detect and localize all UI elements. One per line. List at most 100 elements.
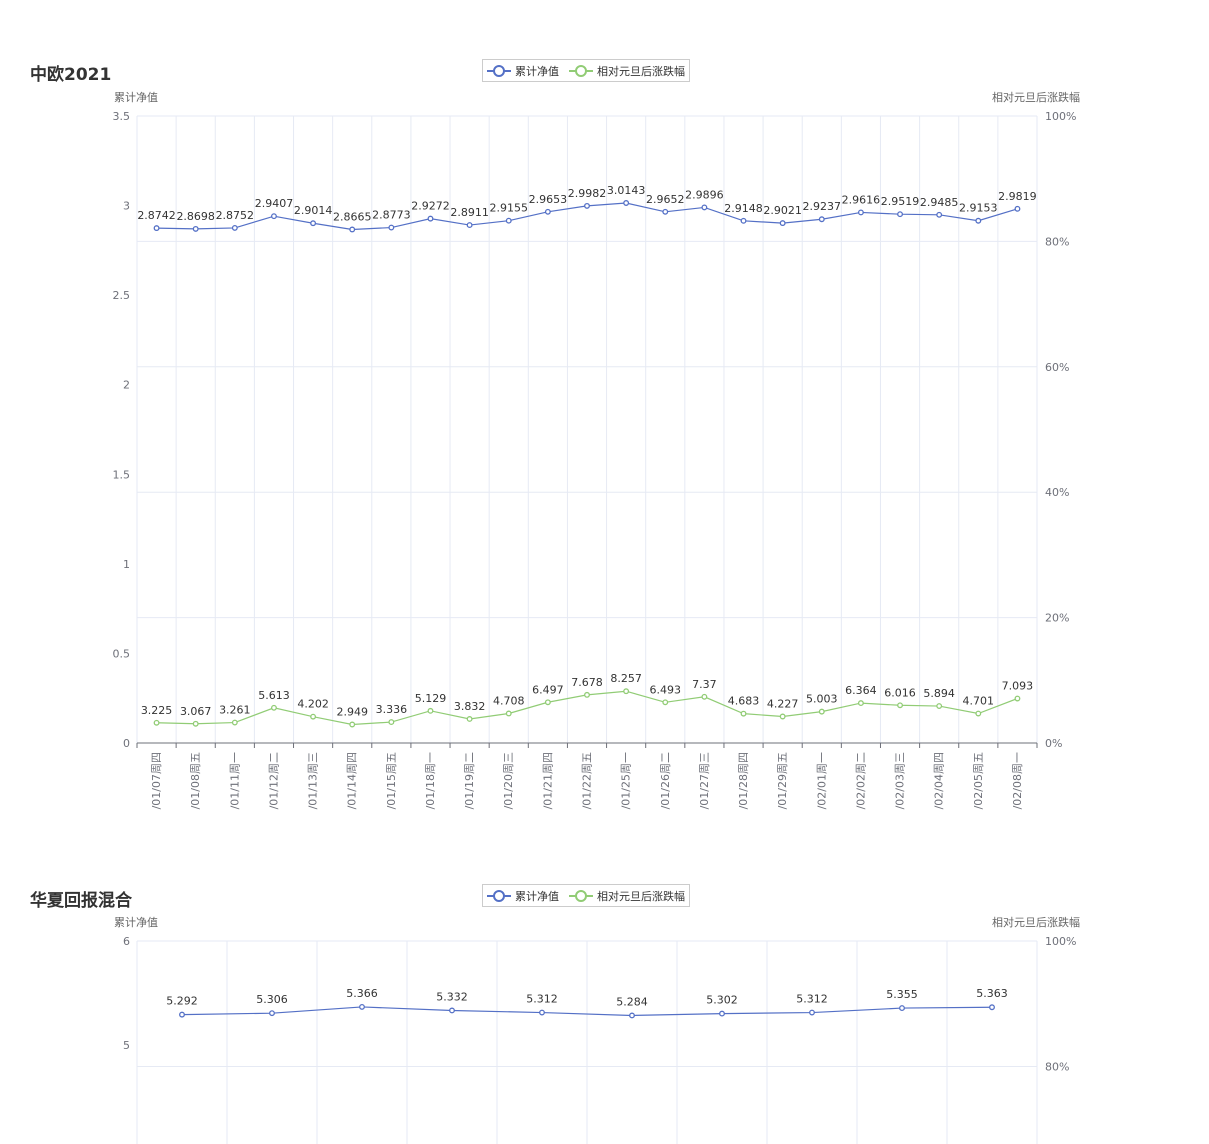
y-tick-right: 60%	[1045, 361, 1069, 374]
data-label: 6.497	[532, 683, 564, 696]
data-label: 2.8665	[333, 210, 372, 223]
data-point	[701, 693, 708, 700]
data-label: 3.0143	[607, 184, 646, 197]
data-label: 5.355	[886, 988, 918, 1001]
x-tick-label: /01/12周二	[267, 752, 280, 809]
y-tick-left: 1.5	[113, 468, 131, 481]
data-label: 2.9021	[763, 204, 802, 217]
data-point	[466, 222, 473, 229]
data-point	[1014, 205, 1021, 212]
chart-title: 华夏回报混合	[30, 891, 132, 911]
data-label: 5.292	[166, 995, 198, 1008]
series-line	[181, 1006, 993, 1017]
data-point	[388, 224, 395, 231]
data-point	[310, 713, 317, 720]
data-point	[975, 217, 982, 224]
legend-line-marker-icon	[569, 64, 593, 77]
data-label: 3.832	[454, 700, 486, 713]
x-tick-label: /01/11周一	[228, 752, 241, 809]
chart-legend[interactable]: 累计净值 相对元旦后涨跌幅	[482, 884, 690, 907]
data-point	[857, 700, 864, 707]
data-point	[584, 691, 590, 698]
data-label: 6.364	[845, 684, 877, 697]
data-label: 5.332	[436, 990, 468, 1003]
data-label: 2.9153	[959, 202, 998, 215]
y-tick-left: 1	[123, 558, 130, 571]
data-point	[388, 719, 395, 726]
data-point	[779, 220, 786, 227]
data-label: 7.37	[692, 678, 717, 691]
data-point	[505, 710, 512, 717]
chart-legend[interactable]: 累计净值 相对元旦后涨跌幅	[482, 59, 690, 82]
data-point	[310, 220, 317, 227]
data-point	[349, 721, 356, 728]
data-point	[544, 208, 551, 215]
x-tick-label: /02/08周一	[1011, 752, 1024, 809]
y-tick-left: 3	[123, 200, 130, 213]
legend-label: 相对元旦后涨跌幅	[597, 64, 685, 78]
x-tick-label: /02/03周三	[894, 752, 907, 809]
data-label: 7.678	[571, 676, 603, 689]
y-tick-left: 0	[123, 737, 130, 750]
legend-line-marker-icon	[569, 889, 593, 902]
legend-item-nav[interactable]: 累计净值	[487, 888, 559, 904]
data-label: 5.363	[976, 987, 1008, 1000]
data-point	[466, 716, 473, 722]
x-tick-label: /01/27周三	[698, 752, 711, 809]
data-label: 2.8773	[372, 209, 411, 222]
x-tick-label: /01/26周二	[659, 752, 672, 809]
data-point	[662, 208, 669, 215]
data-label: 5.366	[346, 987, 378, 1000]
y-axis-left-name: 累计净值	[114, 916, 158, 929]
data-label: 2.8742	[137, 209, 176, 222]
x-tick-label: /02/05周五	[972, 752, 985, 809]
chart-title: 中欧2021	[30, 65, 112, 85]
data-point	[818, 708, 825, 715]
data-point	[192, 225, 199, 232]
data-point	[427, 707, 434, 714]
chart-plot-1: 0 0.5 1 1.5 2 2.5 3 3.5 0% 20% 40% 60% 80% 100% /01/07…	[113, 110, 1077, 809]
legend-item-pct[interactable]: 相对元旦后涨跌幅	[569, 63, 685, 79]
x-tick-label: /01/21周四	[541, 752, 554, 809]
y-tick-left: 3.5	[113, 110, 131, 123]
data-point	[349, 226, 356, 233]
data-point	[271, 213, 277, 220]
x-tick-label: /02/01周一	[815, 752, 828, 809]
data-point	[544, 699, 551, 706]
x-tick-label: /01/22周五	[581, 752, 594, 809]
data-label: 5.129	[415, 692, 447, 705]
data-label: 2.9819	[998, 190, 1037, 203]
chart-panel-2: 华夏回报混合 累计净值 相对元旦后涨跌幅 累计净值 相对元旦后涨跌幅 6 5 100…	[0, 840, 1209, 1144]
data-label: 2.9653	[529, 193, 568, 206]
data-point	[179, 1011, 185, 1018]
x-tick-label: /01/25周一	[620, 752, 633, 809]
data-label: 3.067	[180, 705, 212, 718]
x-tick-label: /01/20周三	[502, 752, 515, 809]
y-tick-right: 0%	[1045, 737, 1062, 750]
data-point	[857, 209, 864, 216]
data-label: 6.493	[650, 683, 682, 696]
data-point	[809, 1009, 815, 1016]
data-label: 3.225	[141, 704, 173, 717]
data-label: 5.312	[796, 993, 828, 1006]
data-label: 2.9896	[685, 188, 724, 201]
data-label: 7.093	[1002, 680, 1034, 693]
data-point	[1014, 695, 1021, 702]
data-point	[779, 713, 786, 720]
data-label: 2.9407	[255, 197, 294, 210]
y-tick-left: 6	[123, 935, 130, 948]
data-point	[271, 704, 277, 711]
data-point	[359, 1003, 365, 1010]
data-label: 3.336	[376, 703, 408, 716]
data-label: 5.284	[616, 995, 648, 1008]
data-point	[231, 719, 238, 726]
data-label: 2.9148	[724, 202, 763, 215]
data-label: 5.894	[923, 687, 955, 700]
data-point	[719, 1010, 725, 1017]
data-point	[623, 688, 630, 695]
legend-item-nav[interactable]: 累计净值	[487, 63, 559, 79]
y-tick-left: 5	[123, 1039, 130, 1052]
legend-item-pct[interactable]: 相对元旦后涨跌幅	[569, 888, 685, 904]
x-tick-label: /01/08周五	[189, 752, 202, 809]
data-label: 2.9652	[646, 193, 685, 206]
